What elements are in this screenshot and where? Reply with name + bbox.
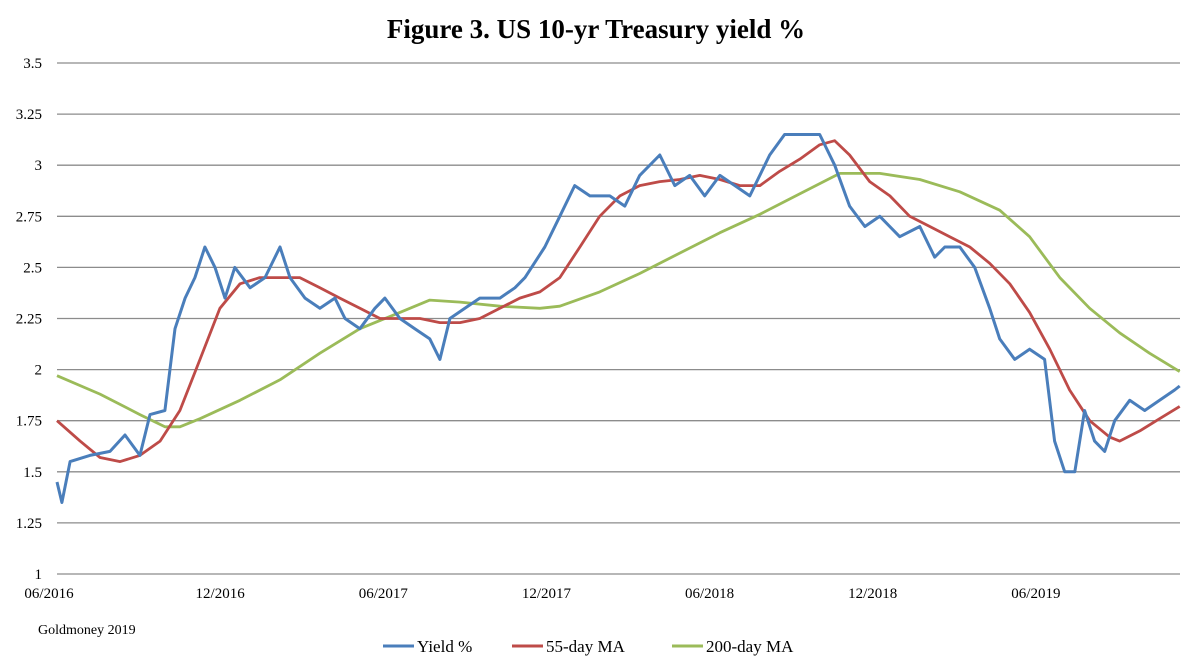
y-tick-label: 1	[35, 567, 43, 583]
y-tick-label: 2.25	[16, 312, 42, 328]
x-tick-label: 12/2018	[848, 586, 897, 602]
y-tick-label: 1.75	[16, 414, 42, 430]
legend-label: Yield %	[417, 637, 472, 656]
series-line-200-day-ma	[56, 172, 1181, 429]
gridlines	[57, 62, 1180, 575]
y-tick-label: 3	[35, 158, 43, 174]
x-tick-label: 12/2016	[196, 586, 246, 602]
y-axis-ticks: 1 1.25 1.5 1.75 2 2.25 2.5 2.75 3 3.25 3.5	[16, 56, 42, 583]
chart-title: Figure 3. US 10-yr Treasury yield %	[387, 14, 805, 44]
series-line-yield	[55, 133, 1181, 504]
series-line-55-day-ma	[56, 139, 1181, 463]
y-tick-label: 3.5	[23, 56, 42, 72]
y-tick-label: 1.25	[16, 516, 42, 532]
x-tick-label: 06/2018	[685, 586, 734, 602]
y-tick-label: 2.75	[16, 209, 42, 225]
legend-label: 55-day MA	[546, 637, 626, 656]
y-tick-label: 2	[35, 363, 43, 379]
source-note: Goldmoney 2019	[38, 623, 136, 638]
legend-label: 200-day MA	[706, 637, 794, 656]
x-axis-ticks: 06/2016 12/2016 06/2017 12/2017 06/2018 12/20…	[24, 586, 1060, 602]
x-tick-label: 06/2016	[24, 586, 74, 602]
x-tick-label: 06/2019	[1011, 586, 1060, 602]
legend: Yield % 55-day MA 200-day MA	[383, 637, 794, 656]
y-tick-label: 2.5	[23, 260, 42, 276]
y-tick-label: 3.25	[16, 107, 42, 123]
series-lines	[55, 133, 1181, 504]
y-tick-label: 1.5	[23, 465, 42, 481]
x-tick-label: 06/2017	[359, 586, 409, 602]
x-tick-label: 12/2017	[522, 586, 572, 602]
